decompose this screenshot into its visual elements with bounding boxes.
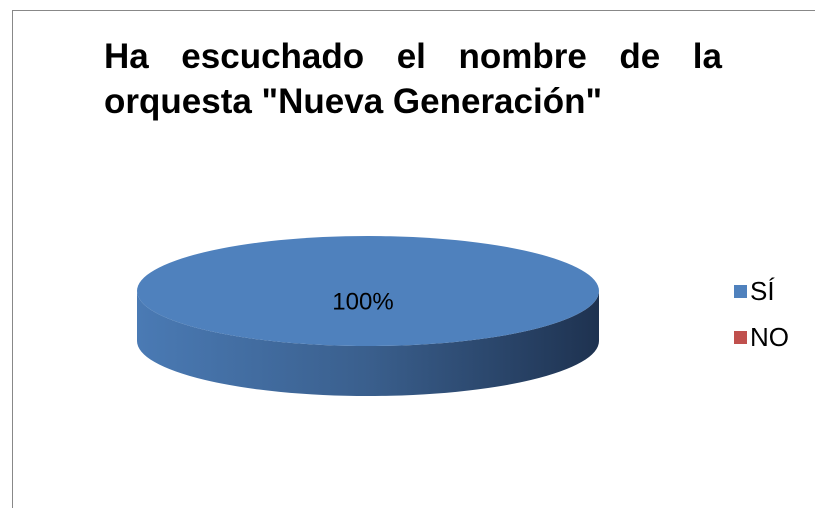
legend-label: NO bbox=[750, 322, 789, 352]
chart-title: Ha escuchado el nombre de la orquesta "N… bbox=[104, 37, 722, 121]
pie-slice-side bbox=[137, 291, 599, 396]
pie-slice bbox=[137, 236, 599, 346]
data-label: 100% bbox=[332, 288, 393, 315]
legend-swatch bbox=[734, 331, 747, 344]
legend-swatch bbox=[734, 285, 747, 298]
legend-label: SÍ bbox=[750, 276, 775, 306]
